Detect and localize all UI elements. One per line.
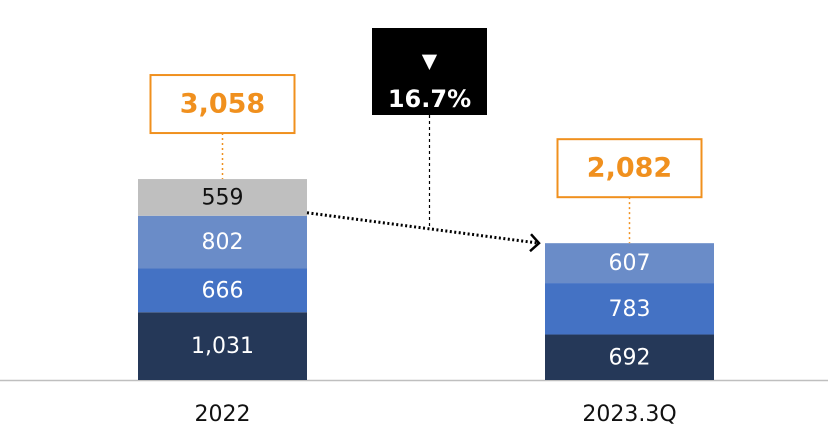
data-label: 783 [609, 297, 651, 322]
data-label: 802 [202, 230, 244, 255]
total-label: 2,082 [587, 153, 672, 184]
x-tick-label: 2022 [195, 402, 251, 427]
bar-segment [138, 312, 307, 380]
change-arrow [306, 211, 540, 245]
change-text: 16.7% [388, 85, 471, 113]
bar-segment [138, 179, 307, 216]
change-arrow-head [529, 233, 541, 253]
change-marker: ▼ [422, 49, 438, 73]
bar-segment [138, 268, 307, 313]
data-label: 559 [202, 185, 244, 210]
data-label: 607 [609, 251, 651, 276]
bar-segment [545, 334, 714, 380]
total-box [556, 138, 703, 199]
bar-segment [545, 283, 714, 335]
bar-segment [138, 215, 307, 269]
change-box [372, 28, 487, 115]
data-label: 692 [609, 345, 651, 370]
total-box [149, 74, 296, 135]
bar-segment [545, 243, 714, 284]
x-tick-label: 2023.3Q [582, 402, 676, 427]
data-label: 1,031 [191, 334, 254, 359]
total-label: 3,058 [180, 89, 265, 120]
data-label: 666 [202, 278, 244, 303]
